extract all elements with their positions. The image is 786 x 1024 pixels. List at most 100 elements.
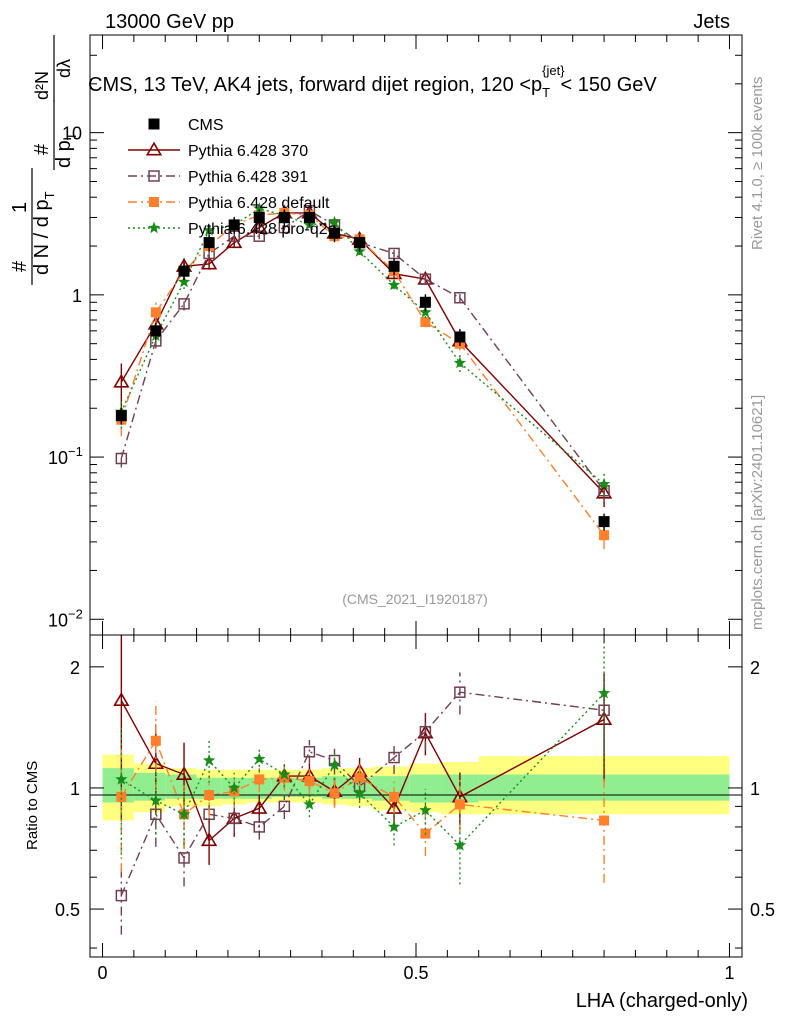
marker-square	[115, 410, 127, 422]
energy-label: 13000 GeV pp	[105, 11, 234, 33]
band-green-segment	[133, 772, 166, 801]
marker-square	[148, 118, 160, 130]
marker-open-square	[303, 746, 316, 758]
marker-square	[279, 772, 290, 783]
ylabel-dlambda: dλ	[54, 59, 74, 78]
marker-star	[253, 202, 266, 214]
marker-star	[353, 786, 366, 799]
marker-open-square	[228, 812, 240, 825]
main-ticks: 10−2 10−1 1 10	[48, 34, 742, 635]
marker-square	[178, 265, 190, 277]
main-y-tick-label: 1	[72, 286, 82, 306]
marker-open-square	[178, 852, 190, 864]
marker-open-square	[115, 889, 128, 902]
x-tick-label: 1	[724, 963, 734, 983]
legend-item: Pythia 6.428 391	[128, 169, 308, 186]
marker-star	[387, 278, 401, 291]
chart-title: CMS, 13 TeV, AK4 jets, forward dijet reg…	[88, 63, 657, 100]
marker-square	[329, 227, 340, 239]
x-tick-label: 0.5	[403, 963, 428, 983]
ratio-line	[120, 692, 605, 847]
ratio-y-tick-label: 1	[70, 779, 80, 799]
marker-star	[597, 686, 611, 699]
marker-star	[149, 794, 162, 806]
mcplots-source-label: mcplots.cern.ch [arXiv:2401.10621]	[749, 395, 766, 630]
marker-square	[420, 317, 431, 328]
legend-label: Pythia 6.428 default	[188, 195, 330, 212]
marker-square	[389, 791, 400, 802]
marker-star	[453, 838, 467, 851]
band-green-segment	[196, 777, 222, 799]
ylabel-one: 1	[9, 202, 31, 213]
main-y-tick-label: 10−1	[48, 444, 83, 468]
marker-square	[150, 307, 161, 318]
series-line	[120, 209, 605, 492]
process-label: Jets	[693, 11, 730, 33]
marker-star	[177, 275, 191, 288]
ratio-y-tick-label: 0.5	[55, 900, 80, 920]
ylabel-d2n: d²N	[32, 71, 52, 100]
marker-square	[203, 237, 215, 249]
marker-square	[116, 791, 127, 802]
ylabel-hash: #	[9, 260, 31, 272]
marker-star	[303, 797, 316, 810]
x-axis-label: LHA (charged-only)	[576, 990, 748, 1012]
x-tick-label: 0	[98, 963, 108, 983]
legend-item: Pythia 6.428 default	[128, 195, 330, 212]
legend: CMS Pythia 6.428 370 Pythia 6.428 391 Pythi…	[128, 117, 337, 238]
ratio-series-pythia-6-428-pro-q2o	[115, 640, 611, 885]
ratio-panel: 0.5 0.5 1 1 2 2 0 0.5 1	[55, 634, 775, 983]
marker-open-square	[454, 291, 466, 304]
ratio-ticks: 0.5 0.5 1 1 2 2 0 0.5 1	[55, 635, 775, 983]
legend-label: Pythia 6.428 pro-q2o	[188, 221, 337, 238]
marker-square	[253, 211, 265, 223]
marker-open-triangle	[417, 724, 434, 739]
marker-open-triangle	[145, 141, 163, 156]
marker-open-square	[178, 298, 190, 310]
marker-square	[278, 211, 290, 223]
marker-square	[598, 516, 610, 528]
main-y-tick-label: 10	[62, 124, 82, 144]
marker-open-square	[598, 704, 610, 717]
marker-square	[229, 786, 240, 797]
marker-star	[419, 803, 432, 816]
marker-star	[115, 772, 128, 785]
marker-open-square	[115, 452, 128, 465]
marker-star	[253, 752, 266, 765]
series-line	[120, 207, 605, 485]
marker-open-triangle	[175, 766, 193, 781]
ratio-y-tick-label-right: 2	[750, 658, 760, 678]
ratio-line	[120, 739, 605, 835]
analysis-tag: (CMS_2021_I1920187)	[342, 591, 488, 607]
marker-star	[202, 754, 216, 766]
marker-square	[354, 237, 366, 249]
ratio-line	[120, 700, 605, 842]
marker-square	[388, 260, 400, 272]
legend-item: Pythia 6.428 pro-q2o	[128, 221, 337, 238]
marker-star	[328, 215, 341, 228]
marker-open-triangle	[113, 692, 130, 706]
marker-open-triangle	[251, 799, 268, 814]
main-series	[113, 202, 613, 550]
ratio-y-tick-label-right: 1	[750, 779, 760, 799]
marker-square	[454, 799, 465, 810]
ylabel-denominator: d N / d pT	[31, 191, 57, 275]
marker-star	[202, 223, 216, 236]
marker-open-square	[419, 725, 432, 738]
marker-square	[419, 296, 431, 308]
ylabel-dpt: d pT	[53, 132, 79, 168]
marker-square	[254, 774, 265, 785]
ylabel-numerator-hash: #	[31, 143, 53, 155]
legend-label: Pythia 6.428 370	[188, 143, 308, 160]
marker-square	[228, 219, 240, 231]
main-y-tick-label: 10−2	[48, 606, 83, 630]
legend-item: Pythia 6.428 370	[128, 141, 308, 160]
marker-open-square	[388, 751, 400, 764]
ratio-series	[113, 635, 613, 935]
marker-open-square	[253, 821, 266, 833]
marker-open-square	[419, 273, 432, 285]
marker-star	[419, 305, 432, 318]
marker-open-triangle	[200, 832, 218, 847]
marker-square	[150, 325, 162, 337]
